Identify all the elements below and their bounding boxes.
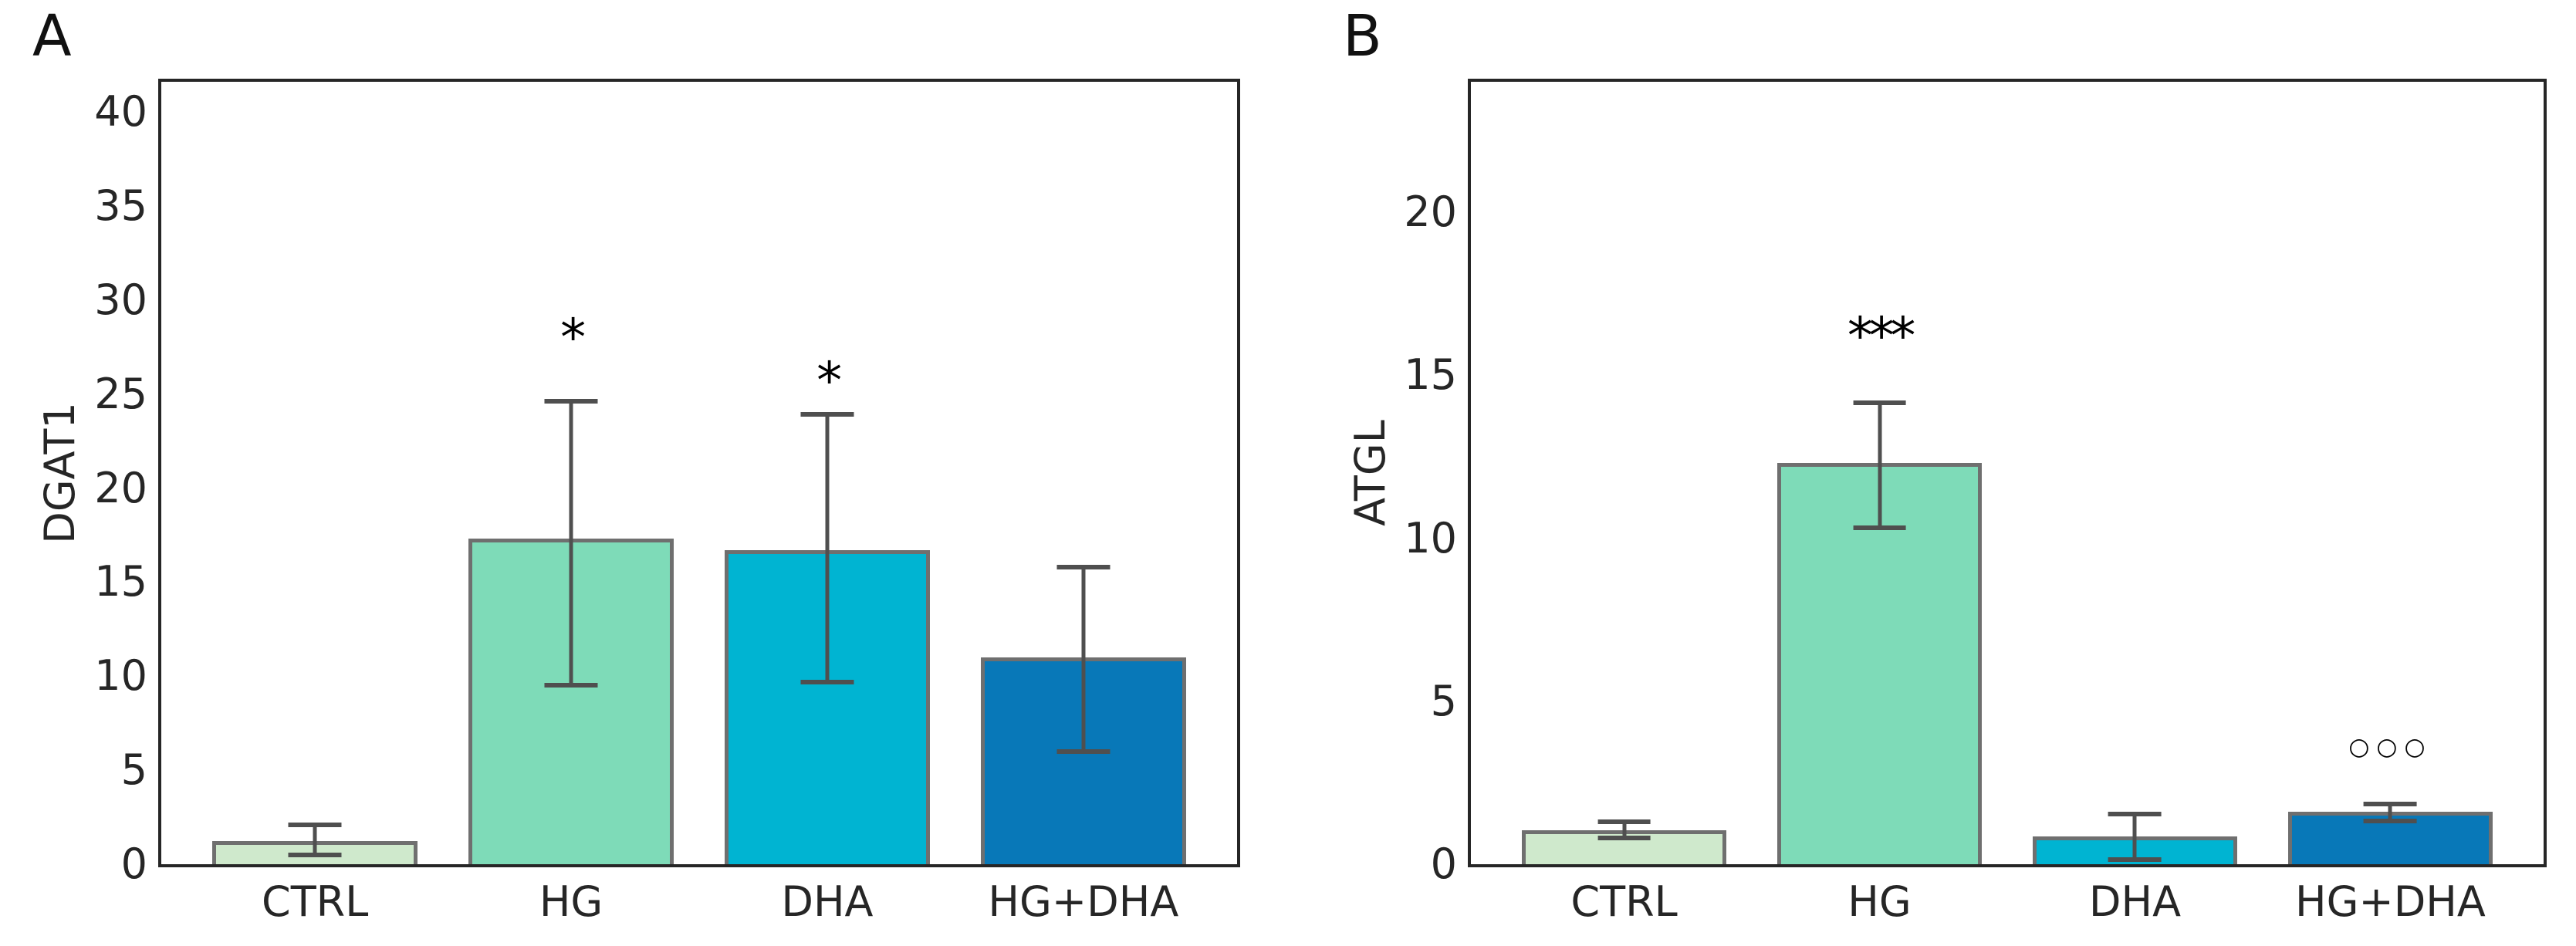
y-tick-label-30: 30 (94, 275, 147, 324)
plot-area-a: 0 5 10 15 20 25 30 35 40 CTRL HG DHA HG+DHA * * (94, 79, 1240, 923)
y-tick-label-25: 25 (94, 369, 147, 418)
significance-marker-hg+dha: ○○○ (2348, 733, 2432, 762)
error-cap-high-ctrl (288, 822, 342, 827)
significance-marker-hg: * (560, 308, 586, 368)
y-tick-label-15: 15 (94, 557, 147, 606)
error-cap-low-dha (800, 679, 854, 684)
error-cap-high-hg+dha (1056, 564, 1111, 569)
error-bar-hg (569, 401, 573, 686)
x-category-label-hg: HG (539, 877, 603, 926)
significance-marker-dha: * (816, 351, 842, 411)
y-tick-label-40: 40 (94, 87, 147, 136)
x-category-label-hg: HG (1847, 877, 1912, 926)
x-category-label-dha: DHA (781, 877, 874, 926)
y-tick-label-5: 5 (120, 745, 147, 795)
y-tick-label-0: 0 (120, 840, 147, 888)
error-cap-low-hg+dha (2364, 819, 2417, 824)
significance-marker-hg: *** (1847, 306, 1915, 367)
error-bar-dha (2132, 813, 2137, 860)
error-cap-low-hg+dha (1056, 748, 1111, 754)
y-tick-label-20: 20 (1404, 188, 1457, 236)
error-bar-hg+dha (1081, 566, 1086, 752)
error-bar-hg (1878, 403, 1882, 528)
y-tick-label-0: 0 (1430, 840, 1457, 888)
panel-label-a: A (32, 3, 72, 69)
x-category-label-hg+dha: HG+DHA (988, 877, 1179, 926)
y-tick-label-35: 35 (94, 181, 147, 230)
y-tick-label-10: 10 (1404, 513, 1457, 563)
error-cap-high-hg (544, 399, 598, 404)
panel-label-b: B (1343, 3, 1382, 69)
x-category-label-ctrl: CTRL (1570, 877, 1678, 926)
error-cap-low-dha (2108, 856, 2162, 862)
error-cap-high-dha (800, 412, 854, 417)
error-cap-high-ctrl (1597, 819, 1651, 825)
x-category-label-ctrl: CTRL (261, 877, 369, 926)
x-category-label-hg+dha: HG+DHA (2295, 877, 2486, 926)
error-cap-high-hg+dha (2364, 801, 2417, 806)
error-cap-low-ctrl (288, 852, 342, 857)
y-axis-label-dgat1: DGAT1 (35, 402, 84, 544)
error-bar-ctrl (1622, 822, 1627, 839)
y-axis-label-atgl: ATGL (1346, 420, 1394, 526)
error-cap-low-hg (544, 683, 598, 688)
bar-hg (1777, 463, 1982, 864)
x-category-label-dha: DHA (2088, 877, 2182, 926)
error-cap-high-hg (1853, 400, 1906, 406)
error-bar-dha (825, 414, 830, 682)
error-bar-hg+dha (2388, 803, 2392, 822)
y-tick-label-10: 10 (94, 651, 147, 701)
error-bar-ctrl (313, 824, 317, 855)
error-cap-high-dha (2108, 811, 2162, 816)
y-tick-label-5: 5 (1430, 676, 1457, 725)
error-cap-low-ctrl (1597, 836, 1651, 841)
y-tick-label-20: 20 (94, 463, 147, 512)
plot-area-b: 0 5 10 15 20 CTRL HG DHA HG+DHA *** ○○○ (1404, 79, 2547, 923)
y-tick-label-15: 15 (1404, 350, 1457, 400)
error-cap-low-hg (1853, 525, 1906, 530)
